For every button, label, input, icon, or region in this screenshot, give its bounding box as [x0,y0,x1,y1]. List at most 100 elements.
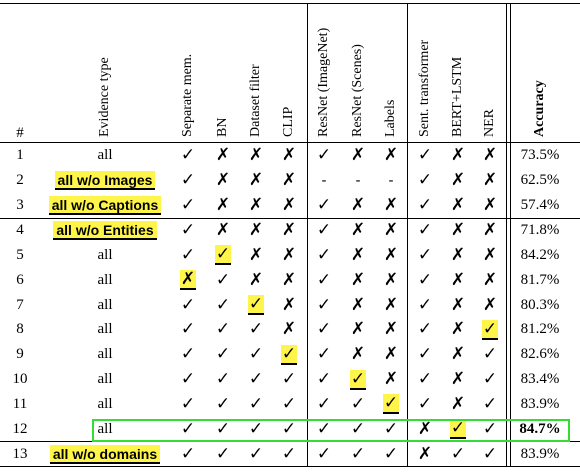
table-rule-0 [0,3,580,4]
cross-mark-icon: ✗ [248,195,264,216]
mark-cell: ✓ [207,392,239,417]
check-mark-icon: ✓ [180,344,196,365]
check-mark-icon: ✓ [316,344,332,365]
mark-cell: ✓ [342,417,374,442]
cross-mark-icon: ✗ [350,269,366,290]
evidence-type-label: all [97,246,113,263]
mark-cell: ✓ [409,193,441,218]
evidence-type-cell: all w/o Images [45,168,165,193]
check-mark-icon: ✓ [316,443,332,464]
cross-mark-icon: ✗ [350,145,366,166]
column-header-evidence: Evidence type [97,57,112,137]
mark-cell: ✓ [474,392,506,417]
cross-mark-icon: ✗ [482,195,498,216]
evidence-type-label: all [97,371,113,388]
evidence-type-cell: all [45,392,165,417]
evidence-type-label: all [97,321,113,338]
accuracy-cell: 57.4% [520,197,560,214]
check-mark-icon: ✓ [248,344,264,365]
mark-cell: ✗ [442,317,474,342]
mark-cell: ✗ [240,243,272,268]
check-mark-icon: ✓ [316,244,332,265]
cross-mark-icon: ✗ [350,195,366,216]
accuracy-cell: 83.4% [520,371,560,388]
mark-cell: ✗ [342,317,374,342]
dash-mark: - [388,172,394,189]
check-mark-icon: ✓ [180,145,196,166]
mark-cell: ✓ [409,342,441,367]
check-mark-icon: ✓ [482,443,498,464]
column-header-rnsc: ResNet (Scenes) [350,44,365,137]
mark-cell: ✓ [207,268,239,293]
mark-cell: ✓ [342,392,374,417]
check-mark-icon: ✓ [417,393,433,414]
cross-mark-icon: ✗ [450,145,466,166]
check-mark-icon: ✓ [383,418,399,439]
mark-cell: ✓ [409,243,441,268]
accuracy-cell: 62.5% [520,172,560,189]
evidence-type-cell: all [45,243,165,268]
accuracy-cell: 71.8% [520,221,560,238]
cross-mark-icon: ✗ [215,145,231,166]
check-mark-icon: ✓ [450,443,466,464]
row-number: 8 [16,321,24,338]
evidence-type-label: all [97,420,113,437]
column-header-filter: Dataset filter [248,64,263,137]
cross-mark-icon: ✗ [482,269,498,290]
mark-cell: ✓ [240,317,272,342]
check-mark-icon: ✓ [449,418,467,440]
mark-cell: ✓ [375,417,407,442]
row-number: 9 [16,346,24,363]
check-mark-icon: ✓ [215,418,231,439]
mark-cell: ✗ [375,293,407,318]
evidence-type-label: all [97,395,113,412]
mark-cell: ✓ [207,417,239,442]
cross-mark-icon: ✗ [383,369,399,390]
mark-cell: ✓ [207,317,239,342]
row-number: 10 [12,371,28,388]
cross-mark-icon: ✗ [281,269,297,290]
accuracy-cell: 80.3% [520,296,560,313]
mark-cell: ✓ [172,342,204,367]
mark-cell: ✗ [273,193,305,218]
mark-cell: ✗ [273,317,305,342]
cross-mark-icon: ✗ [383,244,399,265]
check-mark-icon: ✓ [417,319,433,340]
mark-cell: - [375,168,407,193]
cross-mark-icon: ✗ [383,269,399,290]
mark-cell: ✓ [172,144,204,169]
mark-cell: ✗ [375,243,407,268]
mark-cell: ✗ [172,268,204,293]
mark-cell: ✓ [308,442,340,467]
check-mark-icon: ✓ [215,269,231,290]
evidence-type-label: all w/o Images [54,171,156,191]
mark-cell: ✓ [172,293,204,318]
cross-mark-icon: ✗ [281,195,297,216]
mark-cell: ✗ [442,293,474,318]
mark-cell: ✓ [240,417,272,442]
check-mark-icon: ✓ [281,369,297,390]
mark-cell: ✓ [240,442,272,467]
mark-cell: ✓ [308,193,340,218]
check-mark-icon: ✓ [180,418,196,439]
row-number: 6 [16,271,24,288]
cross-mark-icon: ✗ [383,145,399,166]
cross-mark-icon: ✗ [482,244,498,265]
mark-cell: ✗ [375,144,407,169]
cross-mark-icon: ✗ [248,219,264,240]
mark-cell: ✗ [474,243,506,268]
mark-cell: ✗ [273,293,305,318]
cross-mark-icon: ✗ [450,219,466,240]
check-mark-icon: ✓ [281,393,297,414]
column-header-labels: Labels [383,99,398,137]
cross-mark-icon: ✗ [450,195,466,216]
mark-cell: ✓ [409,392,441,417]
check-mark-icon: ✓ [247,294,265,316]
column-header-bn: BN [215,117,230,137]
mark-cell: ✓ [172,442,204,467]
mark-cell: ✗ [474,193,506,218]
cross-mark-icon: ✗ [215,219,231,240]
mark-cell: ✗ [342,293,374,318]
evidence-type-cell: all w/o Captions [45,193,165,218]
cross-mark-icon: ✗ [281,294,297,315]
